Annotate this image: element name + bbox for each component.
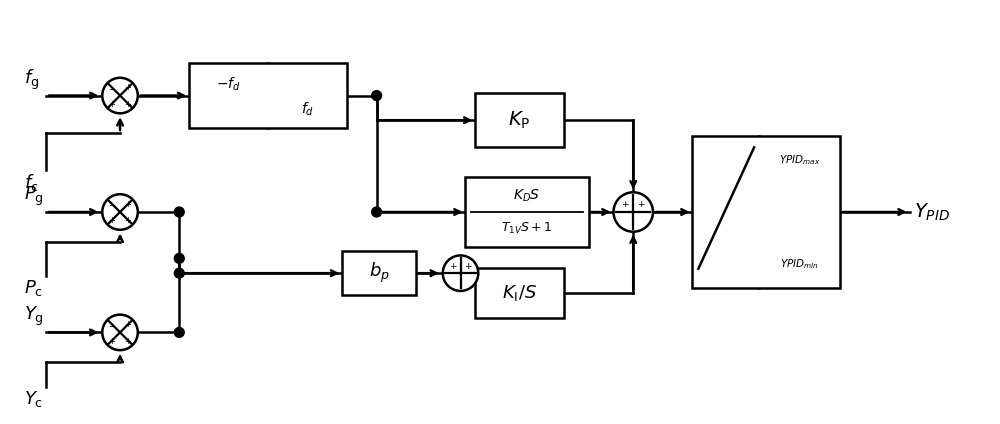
Circle shape bbox=[443, 255, 478, 291]
Circle shape bbox=[102, 315, 138, 350]
Text: $+$: $+$ bbox=[108, 335, 116, 346]
Text: $Y_{\rm g}$: $Y_{\rm g}$ bbox=[24, 305, 44, 329]
Text: $+$: $+$ bbox=[108, 215, 116, 225]
Text: $f_{\rm c}$: $f_{\rm c}$ bbox=[24, 172, 39, 192]
Text: $Y_{PID}$: $Y_{PID}$ bbox=[914, 201, 951, 223]
Text: $-$: $-$ bbox=[108, 320, 116, 329]
Text: $+$: $+$ bbox=[124, 99, 132, 109]
Text: $+$: $+$ bbox=[621, 199, 629, 209]
Text: $+$: $+$ bbox=[124, 199, 132, 209]
Bar bbox=[692, 136, 840, 288]
Circle shape bbox=[174, 207, 184, 217]
Text: $K_{\rm I}/S$: $K_{\rm I}/S$ bbox=[502, 283, 537, 303]
Circle shape bbox=[613, 192, 653, 232]
Text: $+$: $+$ bbox=[124, 82, 132, 92]
Text: $f_{\rm g}$: $f_{\rm g}$ bbox=[24, 67, 40, 92]
Text: $YPID_{max}$: $YPID_{max}$ bbox=[779, 153, 821, 167]
Text: $+$: $+$ bbox=[464, 261, 472, 271]
Text: $-f_d$: $-f_d$ bbox=[216, 75, 241, 93]
Text: $+$: $+$ bbox=[637, 199, 646, 209]
Circle shape bbox=[174, 254, 184, 263]
Circle shape bbox=[102, 194, 138, 230]
Bar bbox=[465, 178, 589, 246]
Text: $+$: $+$ bbox=[124, 215, 132, 225]
Circle shape bbox=[372, 91, 382, 100]
Text: $+$: $+$ bbox=[124, 319, 132, 329]
Text: $b_p$: $b_p$ bbox=[369, 261, 390, 285]
Bar bbox=[342, 251, 416, 296]
Bar bbox=[475, 93, 564, 148]
Text: $YPID_{min}$: $YPID_{min}$ bbox=[780, 257, 819, 271]
Text: $T_{1V}S+1$: $T_{1V}S+1$ bbox=[501, 221, 553, 236]
Bar bbox=[475, 268, 564, 318]
Text: $Y_{\rm c}$: $Y_{\rm c}$ bbox=[24, 389, 43, 409]
Circle shape bbox=[102, 78, 138, 113]
Text: $+$: $+$ bbox=[124, 335, 132, 346]
Text: $K_D S$: $K_D S$ bbox=[513, 187, 541, 204]
Text: $+$: $+$ bbox=[449, 261, 457, 271]
Text: $f_d$: $f_d$ bbox=[301, 101, 314, 118]
Text: $-$: $-$ bbox=[108, 199, 116, 209]
Bar bbox=[189, 64, 347, 128]
Circle shape bbox=[174, 268, 184, 278]
Text: $K_{\rm P}$: $K_{\rm P}$ bbox=[508, 109, 531, 131]
Text: $P_{\rm g}$: $P_{\rm g}$ bbox=[24, 185, 44, 208]
Circle shape bbox=[174, 327, 184, 338]
Text: $-$: $-$ bbox=[108, 83, 116, 92]
Text: $+$: $+$ bbox=[108, 99, 116, 109]
Text: $P_{\rm c}$: $P_{\rm c}$ bbox=[24, 278, 43, 298]
Circle shape bbox=[372, 207, 382, 217]
